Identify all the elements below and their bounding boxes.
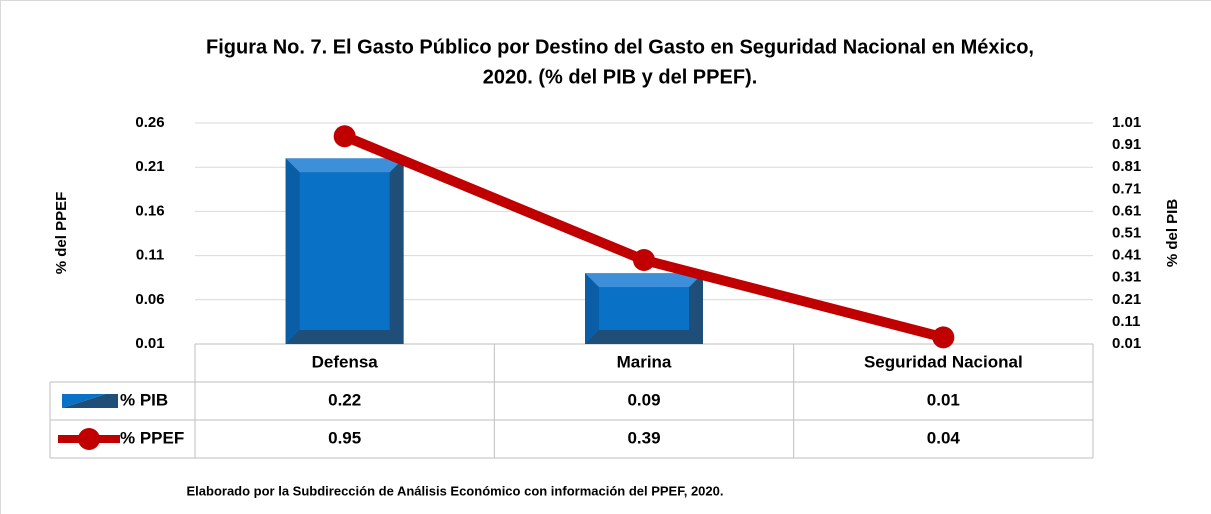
- x-tick-label: Seguridad Nacional: [864, 352, 1023, 371]
- y2-tick-label: 0.71: [1112, 180, 1141, 197]
- y2-tick-label: 1.01: [1112, 114, 1141, 131]
- legend-label: % PPEF: [120, 428, 184, 447]
- y2-tick-label: 0.81: [1112, 158, 1141, 175]
- table-value: 0.01: [927, 390, 960, 409]
- y-axis-label: % del PPEF: [53, 192, 70, 275]
- bar-bevel: [285, 158, 404, 173]
- x-tick-label: Defensa: [312, 352, 379, 371]
- y2-axis-label: % del PIB: [1164, 199, 1181, 268]
- y-tick-label: 0.16: [135, 202, 164, 219]
- bar-face: [599, 287, 689, 330]
- line-marker: [633, 249, 655, 272]
- y-tick-label: 0.21: [135, 158, 164, 175]
- y-tick-label: 0.11: [136, 247, 164, 264]
- line-marker: [333, 125, 356, 148]
- chart-title: 2020. (% del PIB y del PPEF).: [483, 66, 758, 88]
- y2-tick-label: 0.11: [1112, 313, 1140, 330]
- legend-label: % PIB: [120, 390, 168, 409]
- table-value: 0.95: [328, 428, 361, 447]
- bar-face: [299, 172, 390, 330]
- chart-title: Figura No. 7. El Gasto Público por Desti…: [206, 36, 1034, 58]
- source-note: Elaborado por la Subdirección de Análisi…: [187, 483, 724, 498]
- legend-key: [62, 394, 118, 408]
- legend-key: [78, 428, 100, 450]
- table-value: 0.39: [627, 428, 660, 447]
- legend-key: [62, 394, 106, 408]
- bar-bevel: [585, 273, 599, 344]
- x-tick-label: Marina: [617, 352, 672, 371]
- bar-bevel: [285, 158, 300, 344]
- y2-tick-label: 0.51: [1112, 224, 1141, 241]
- y2-tick-label: 0.61: [1112, 202, 1141, 219]
- table-value: 0.22: [328, 390, 361, 409]
- y-tick-label: 0.06: [135, 291, 164, 308]
- y2-tick-label: 0.41: [1112, 247, 1141, 264]
- table-value: 0.09: [627, 390, 660, 409]
- y-tick-label: 0.01: [135, 335, 164, 352]
- bar-bevel: [585, 273, 703, 288]
- y2-tick-label: 0.91: [1112, 136, 1141, 153]
- y2-tick-label: 0.31: [1112, 269, 1141, 286]
- y2-tick-label: 0.21: [1112, 291, 1141, 308]
- table-value: 0.04: [927, 428, 961, 447]
- y-tick-label: 0.26: [135, 114, 164, 131]
- line-marker: [932, 326, 955, 349]
- y2-tick-label: 0.01: [1112, 335, 1141, 352]
